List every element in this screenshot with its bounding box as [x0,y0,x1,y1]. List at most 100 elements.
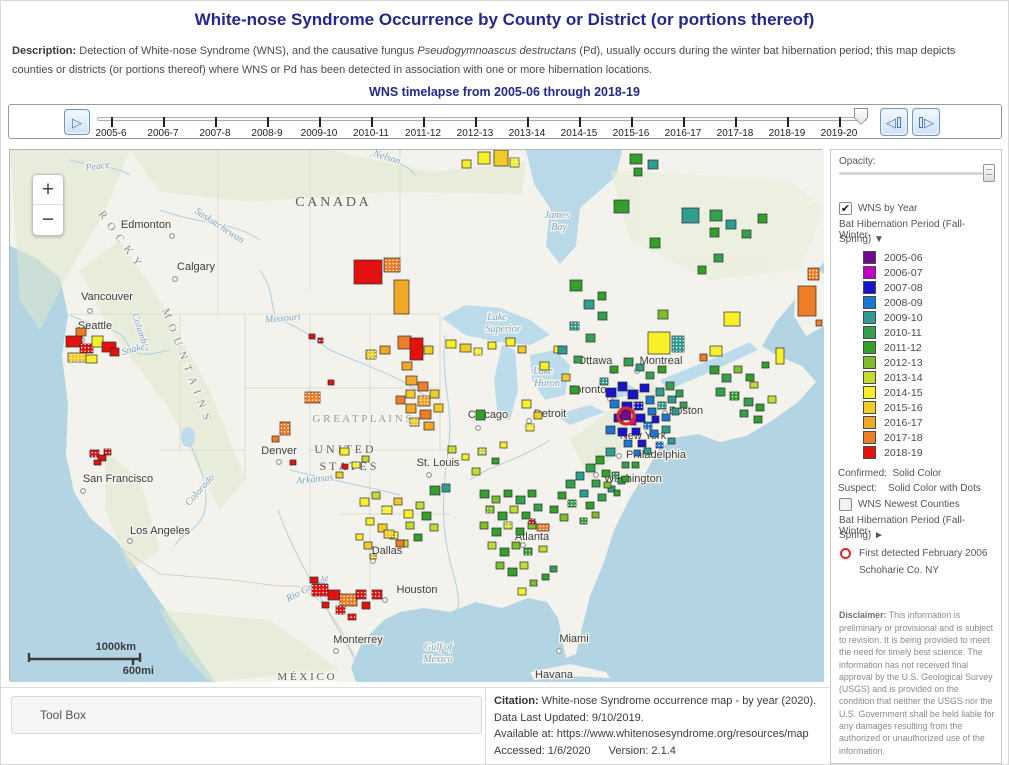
county-polygon[interactable] [623,357,634,367]
first-detected-marker[interactable] [616,406,636,426]
county-polygon[interactable] [395,539,405,548]
county-polygon[interactable] [583,299,595,310]
layer-wns-by-year[interactable]: ✔ WNS by Year [839,202,917,215]
county-polygon[interactable] [775,347,785,365]
county-polygon[interactable] [601,469,611,478]
county-polygon[interactable] [327,589,341,601]
county-polygon[interactable] [647,159,659,170]
county-polygon[interactable] [479,521,489,530]
county-polygon[interactable] [709,209,723,222]
county-polygon[interactable] [573,355,583,364]
county-polygon[interactable] [505,337,516,347]
county-polygon[interactable] [585,333,596,343]
county-polygon[interactable] [405,403,417,414]
county-polygon[interactable] [309,576,319,584]
toolbox-button[interactable]: Tool Box [11,696,482,734]
basemap[interactable]: R O C K YM O U N T A I N S C A N A D AU … [10,147,824,684]
step-forward-button[interactable]: ▷ [912,108,940,136]
county-polygon[interactable] [353,259,383,285]
county-polygon[interactable] [585,463,596,473]
county-polygon[interactable] [429,485,441,496]
county-polygon[interactable] [709,227,720,238]
county-polygon[interactable] [461,453,470,461]
county-polygon[interactable] [667,437,676,445]
county-polygon[interactable] [541,573,550,581]
timeline-track[interactable] [97,117,867,121]
opacity-thumb[interactable] [983,164,995,182]
county-polygon[interactable] [491,495,501,504]
county-polygon[interactable] [621,475,630,483]
county-polygon[interactable] [723,311,741,327]
county-polygon[interactable] [538,545,548,553]
county-polygon[interactable] [447,445,457,454]
county-polygon[interactable] [421,511,432,521]
county-polygon[interactable] [93,459,102,466]
county-polygon[interactable] [441,483,451,493]
county-polygon[interactable] [739,409,749,418]
county-polygon[interactable] [617,381,628,392]
county-polygon[interactable] [85,354,98,364]
county-polygon[interactable] [519,561,529,570]
county-polygon[interactable] [401,361,413,371]
county-polygon[interactable] [327,379,335,386]
county-polygon[interactable] [635,413,646,423]
county-polygon[interactable] [487,341,497,350]
county-polygon[interactable] [645,371,655,380]
county-polygon[interactable] [561,373,571,382]
county-polygon[interactable] [620,410,632,421]
county-polygon[interactable] [633,167,643,177]
county-polygon[interactable] [617,427,628,437]
county-polygon[interactable] [661,425,671,434]
county-polygon[interactable] [549,505,559,514]
county-polygon[interactable] [569,385,580,395]
county-polygon[interactable] [539,361,550,371]
county-polygon[interactable] [613,199,630,214]
county-polygon[interactable] [533,503,543,512]
county-polygon[interactable] [429,389,440,399]
county-polygon[interactable] [681,207,700,224]
county-polygon[interactable] [743,397,754,407]
county-polygon[interactable] [405,389,416,399]
county-polygon[interactable] [395,395,406,405]
county-polygon[interactable] [605,447,616,457]
county-polygon[interactable] [605,387,617,398]
county-polygon[interactable] [423,421,435,431]
layer-wns-newest[interactable]: WNS Newest Counties [839,498,960,511]
county-polygon[interactable] [471,467,481,476]
county-polygon[interactable] [657,365,667,374]
county-polygon[interactable] [271,435,280,443]
county-polygon[interactable] [605,425,616,435]
county-polygon[interactable] [321,601,330,609]
county-polygon[interactable] [393,497,403,506]
play-button[interactable]: ▷ [64,109,90,135]
county-polygon[interactable] [341,463,349,470]
county-polygon[interactable] [591,479,601,488]
county-polygon[interactable] [749,381,759,389]
county-polygon[interactable] [755,403,765,412]
county-polygon[interactable] [515,527,525,536]
county-polygon[interactable] [405,375,418,386]
opacity-slider[interactable] [839,172,995,175]
layer1-subtitle-2[interactable]: Spring) ▼ [839,234,884,245]
county-polygon[interactable] [675,389,684,398]
county-polygon[interactable] [517,345,527,354]
county-polygon[interactable] [557,491,567,500]
county-polygon[interactable] [461,159,472,169]
county-polygon[interactable] [565,479,576,489]
county-polygon[interactable] [521,399,532,409]
county-polygon[interactable] [721,373,732,383]
zoom-out-button[interactable]: − [41,208,55,231]
county-polygon[interactable] [633,449,641,457]
county-polygon[interactable] [709,365,720,375]
county-polygon[interactable] [697,265,707,275]
county-polygon[interactable] [445,339,457,349]
county-polygon[interactable] [797,285,817,317]
county-polygon[interactable] [101,341,117,353]
county-polygon[interactable] [65,335,83,348]
county-polygon[interactable] [655,387,665,397]
county-polygon[interactable] [603,481,612,489]
county-polygon[interactable] [657,309,669,320]
county-polygon[interactable] [671,407,680,416]
county-polygon[interactable] [361,455,370,463]
